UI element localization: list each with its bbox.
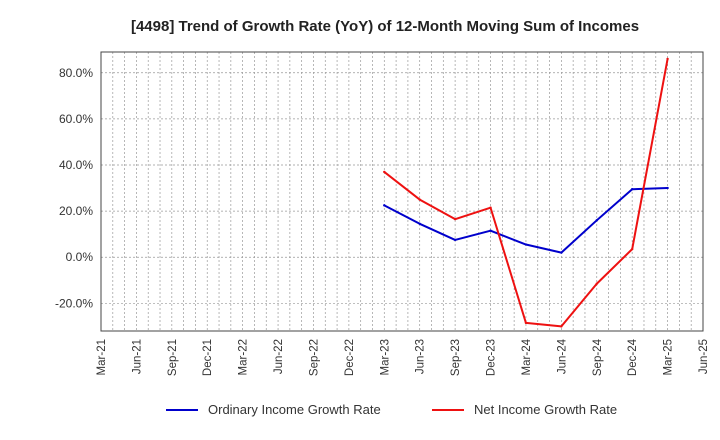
series-point <box>524 243 528 246</box>
series-point <box>383 170 386 174</box>
x-tick-label: Dec-22 <box>344 339 356 376</box>
x-tick-label: Mar-21 <box>96 339 108 375</box>
series-point <box>524 321 528 325</box>
series-point <box>595 282 598 285</box>
y-tick-label: 60.0% <box>59 112 93 126</box>
plot-frame <box>100 51 704 332</box>
x-tick-label: Mar-25 <box>663 339 675 375</box>
x-tick-label: Dec-23 <box>486 339 498 376</box>
series-point <box>560 251 563 254</box>
series-point <box>489 206 492 209</box>
series-point <box>560 325 563 328</box>
chart-title: [4498] Trend of Growth Rate (YoY) of 12-… <box>131 18 639 35</box>
x-tick-label: Jun-25 <box>698 339 710 374</box>
plot-background <box>101 52 703 331</box>
series-point <box>453 238 457 242</box>
x-tick-label: Jun-21 <box>131 339 143 374</box>
y-tick-label: 0.0% <box>66 250 94 264</box>
x-tick-label: Sep-23 <box>450 339 462 376</box>
x-tick-label: Sep-24 <box>592 338 604 376</box>
series-point <box>489 229 492 232</box>
x-tick-label: Sep-21 <box>167 339 179 376</box>
y-tick-label: 80.0% <box>59 66 93 80</box>
series-point <box>418 222 421 225</box>
x-tick-label: Jun-24 <box>556 338 568 374</box>
series-point <box>666 186 669 190</box>
x-tick-label: Sep-22 <box>308 339 320 376</box>
x-tick-label: Mar-24 <box>521 338 533 375</box>
y-tick-label: 40.0% <box>59 158 93 172</box>
series-point <box>630 247 634 251</box>
series-point <box>666 57 669 61</box>
series-point <box>418 198 421 201</box>
y-tick-label: -20.0% <box>55 296 93 310</box>
legend: Ordinary Income Growth Rate Net Income Gr… <box>166 402 617 417</box>
series-point <box>630 187 634 191</box>
x-tick-label: Dec-24 <box>627 338 639 376</box>
x-tick-label: Jun-22 <box>273 339 285 374</box>
x-tick-label: Dec-21 <box>202 339 214 376</box>
series-point <box>453 217 457 221</box>
x-tick-label: Mar-22 <box>238 339 250 375</box>
x-tick-label: Mar-23 <box>379 339 391 375</box>
series-point <box>383 204 386 207</box>
legend-label: Ordinary Income Growth Rate <box>208 402 381 417</box>
plot-area: 80.0% 60.0% 40.0% 20.0% 0.0% -20.0% Mar-21 Jun-… <box>55 51 710 376</box>
legend-label: Net Income Growth Rate <box>474 402 617 417</box>
x-tick-label: Jun-23 <box>415 339 427 374</box>
y-tick-label: 20.0% <box>59 204 93 218</box>
series-point <box>595 219 598 222</box>
